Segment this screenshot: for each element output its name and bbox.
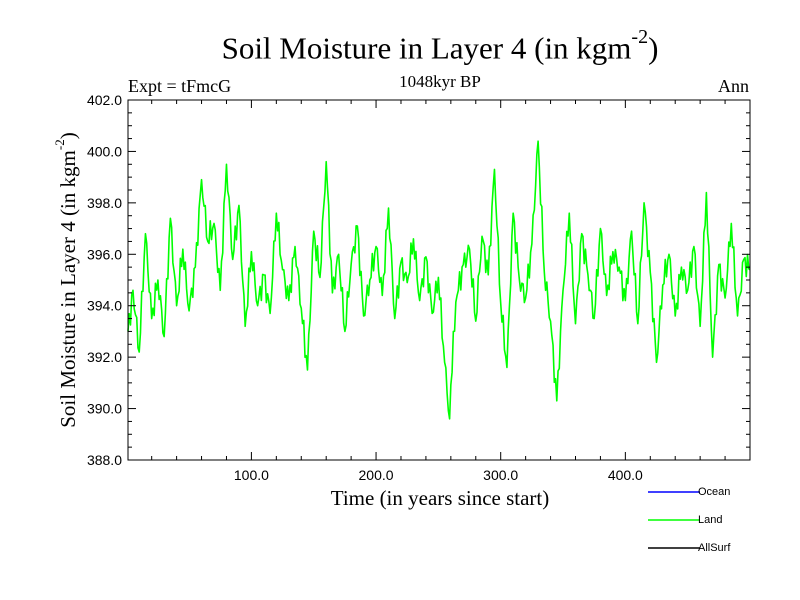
series-line-land bbox=[127, 140, 751, 420]
y-tick-label: 388.0 bbox=[87, 452, 122, 468]
chart-title-superscript: -2 bbox=[631, 26, 649, 48]
chart-title: Soil Moisture in Layer 4 (in kgm-2) bbox=[0, 26, 800, 66]
x-tick-label: 200.0 bbox=[359, 467, 394, 483]
plot-layer bbox=[127, 140, 751, 420]
ticks-layer: 388.0 390.0 392.0 394.0 396.0 398.0 400.0 402.0… bbox=[87, 92, 750, 483]
x-axis-label: Time (in years since start) bbox=[330, 486, 550, 510]
chart-title-text: Soil Moisture in Layer 4 (in kgm bbox=[221, 30, 632, 66]
period-label: 1048kyr BP bbox=[399, 72, 481, 91]
season-label: Ann bbox=[718, 76, 749, 96]
x-tick-label: 300.0 bbox=[483, 467, 518, 483]
y-tick-label: 400.0 bbox=[87, 143, 122, 159]
legend: Ocean Land AllSurf bbox=[648, 486, 731, 554]
experiment-label: Expt = tFmcG bbox=[128, 76, 232, 96]
legend-label-allsurf: AllSurf bbox=[698, 542, 731, 554]
legend-label-ocean: Ocean bbox=[698, 486, 730, 498]
legend-label-land: Land bbox=[698, 514, 722, 526]
x-tick-label: 400.0 bbox=[608, 467, 643, 483]
chart-title-close: ) bbox=[648, 30, 659, 66]
x-tick-label: 100.0 bbox=[234, 467, 269, 483]
y-tick-label: 398.0 bbox=[87, 195, 122, 211]
y-tick-label: 390.0 bbox=[87, 401, 122, 417]
y-tick-label: 402.0 bbox=[87, 92, 122, 108]
y-tick-label: 392.0 bbox=[87, 349, 122, 365]
y-tick-label: 396.0 bbox=[87, 246, 122, 262]
y-tick-label: 394.0 bbox=[87, 298, 122, 314]
